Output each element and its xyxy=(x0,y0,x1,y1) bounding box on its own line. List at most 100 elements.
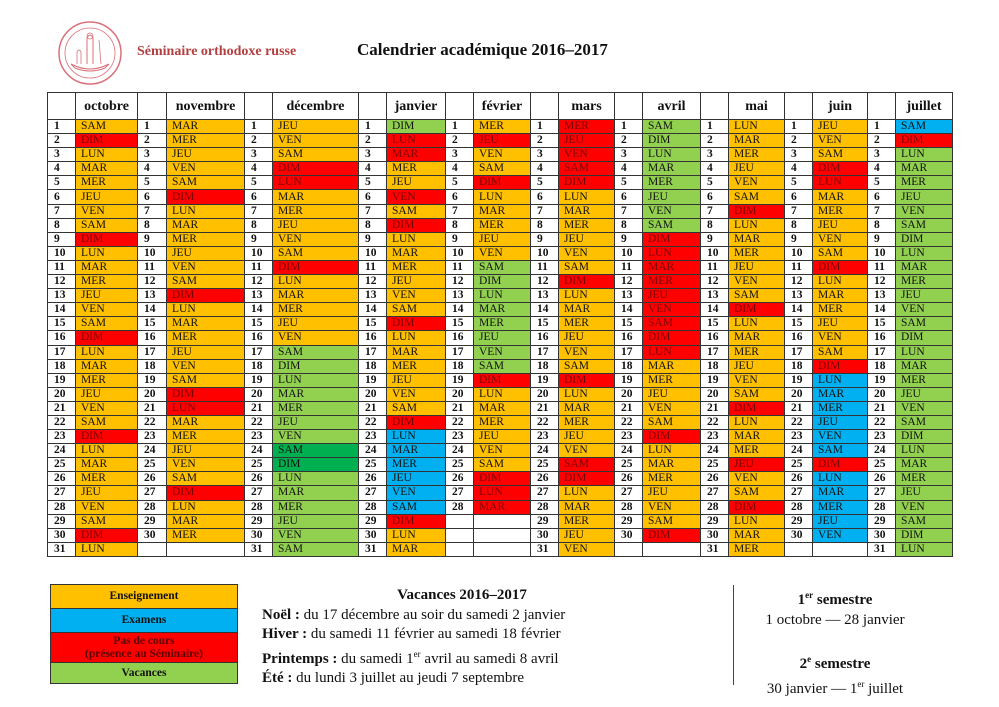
day-cell: VEN xyxy=(558,344,615,360)
day-cell: DIM xyxy=(642,133,701,149)
day-cell: LUN xyxy=(166,400,245,416)
day-number: 15 xyxy=(614,316,643,332)
day-cell: MAR xyxy=(166,414,245,431)
day-cell: MAR xyxy=(473,499,531,515)
day-cell: MAR xyxy=(728,527,785,543)
day-cell: VEN xyxy=(895,203,953,219)
day-cell: JEU xyxy=(558,231,615,247)
day-number: 28 xyxy=(530,499,559,515)
day-cell: MAR xyxy=(895,358,953,374)
day-cell: JEU xyxy=(75,189,138,205)
day-cell: MER xyxy=(166,330,245,346)
day-number: 15 xyxy=(784,316,813,332)
day-cell: LUN xyxy=(728,217,785,233)
day-cell: SAM xyxy=(558,358,615,374)
day-cell: DIM xyxy=(166,386,245,402)
day-cell: JEU xyxy=(473,330,531,346)
day-cell: MAR xyxy=(272,485,359,501)
day-cell: DIM xyxy=(558,372,615,388)
day-cell: MER xyxy=(728,541,785,557)
day-number: 23 xyxy=(445,429,474,445)
day-number: 27 xyxy=(358,485,387,501)
day-number: 7 xyxy=(244,203,273,219)
day-number: 22 xyxy=(358,414,387,431)
day-cell: DIM xyxy=(272,358,359,374)
vacation-name: Noël : xyxy=(262,606,300,623)
day-cell: SAM xyxy=(75,414,138,431)
day-number xyxy=(137,541,167,557)
day-number: 6 xyxy=(137,189,167,205)
day-number: 8 xyxy=(784,217,813,233)
day-number: 13 xyxy=(445,288,474,304)
day-number: 2 xyxy=(47,133,76,149)
day-cell: MER xyxy=(895,372,953,388)
day-number: 12 xyxy=(700,274,729,290)
day-number: 13 xyxy=(784,288,813,304)
day-number: 16 xyxy=(47,330,76,346)
day-cell: SAM xyxy=(386,203,446,219)
day-cell: SAM xyxy=(473,457,531,473)
day-number: 27 xyxy=(784,485,813,501)
day-cell: LUN xyxy=(386,133,446,149)
day-cell: MAR xyxy=(272,288,359,304)
semester-1-title: 1er semestre xyxy=(745,586,925,611)
day-cell: MAR xyxy=(895,161,953,177)
day-cell: VEN xyxy=(166,161,245,177)
day-number: 8 xyxy=(47,217,76,233)
day-number: 17 xyxy=(614,344,643,360)
day-number: 11 xyxy=(137,259,167,276)
day-cell: JEU xyxy=(728,457,785,473)
day-number: 15 xyxy=(244,316,273,332)
day-cell: VEN xyxy=(728,274,785,290)
calendar-row: 7 VEN 7 LUN 7 MER 7 SAM 7 MAR 7 MAR 7 VEN 7 DIM 7 MER 7 VEN xyxy=(47,203,953,219)
day-cell: MER xyxy=(386,161,446,177)
day-number-header xyxy=(614,92,643,120)
vacation-dates: du samedi 1 xyxy=(337,650,414,667)
calendar-row: 12 MER 12 SAM 12 LUN 12 JEU 12 DIM 12 DIM 12 MER 12 VEN… xyxy=(47,274,953,290)
day-number: 30 xyxy=(137,527,167,543)
day-cell: SAM xyxy=(812,245,868,261)
month-header: novembre xyxy=(166,92,245,120)
day-cell: JEU xyxy=(812,414,868,431)
day-cell: JEU xyxy=(895,288,953,304)
day-cell: DIM xyxy=(812,457,868,473)
legend-label: Vacances xyxy=(121,666,167,679)
day-number: 9 xyxy=(137,231,167,247)
day-cell: VEN xyxy=(728,372,785,388)
day-number: 28 xyxy=(358,499,387,515)
day-number: 17 xyxy=(358,344,387,360)
day-cell: LUN xyxy=(75,443,138,459)
day-number: 2 xyxy=(445,133,474,149)
day-cell: JEU xyxy=(728,161,785,177)
day-number: 29 xyxy=(244,513,273,529)
day-number-header xyxy=(700,92,729,120)
day-number: 7 xyxy=(614,203,643,219)
day-number xyxy=(445,513,474,529)
month-header: juillet xyxy=(895,92,953,120)
day-cell: JEU xyxy=(272,316,359,332)
vacation-hiver: Hiver : du samedi 11 février au samedi 1… xyxy=(262,625,702,645)
day-number: 22 xyxy=(700,414,729,431)
day-number: 4 xyxy=(47,161,76,177)
day-cell: SAM xyxy=(728,485,785,501)
day-cell: DIM xyxy=(386,414,446,431)
day-cell: MAR xyxy=(386,245,446,261)
day-cell: JEU xyxy=(272,414,359,431)
day-cell: JEU xyxy=(642,189,701,205)
day-number-header xyxy=(358,92,387,120)
day-cell: JEU xyxy=(386,372,446,388)
day-number: 20 xyxy=(47,386,76,402)
day-number: 5 xyxy=(614,175,643,191)
day-cell: SAM xyxy=(473,161,531,177)
day-number: 8 xyxy=(137,217,167,233)
day-cell: LUN xyxy=(812,274,868,290)
day-number: 18 xyxy=(445,358,474,374)
day-number: 21 xyxy=(784,400,813,416)
day-cell: MAR xyxy=(895,457,953,473)
day-number: 5 xyxy=(700,175,729,191)
day-cell: LUN xyxy=(473,189,531,205)
day-number: 1 xyxy=(867,118,896,135)
day-cell: MAR xyxy=(812,485,868,501)
vacation-name: Hiver : xyxy=(262,626,308,642)
day-number: 27 xyxy=(700,485,729,501)
